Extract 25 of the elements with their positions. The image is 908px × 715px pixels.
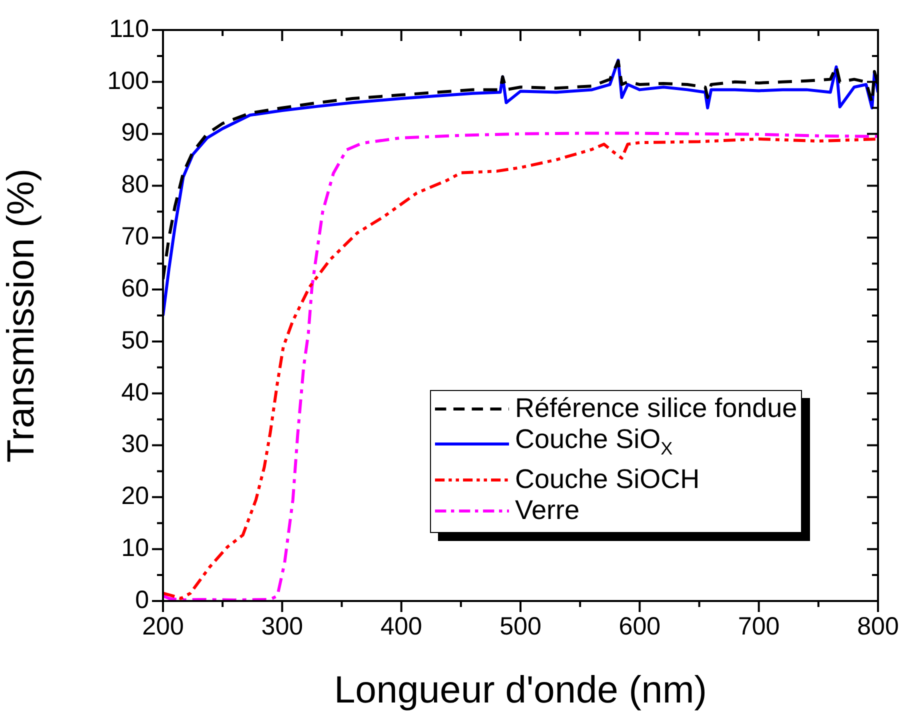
legend-label: Couche SiOCH	[515, 464, 700, 496]
y-tick-label: 100	[107, 66, 149, 95]
legend-label: Verre	[515, 495, 580, 526]
y-tick-label: 10	[121, 534, 149, 562]
x-tick-label: 400	[380, 612, 422, 640]
y-tick-label: 40	[121, 378, 149, 406]
y-tick-label: 90	[121, 118, 149, 147]
legend-label: Couche SiO$_{X}$	[515, 424, 673, 460]
x-tick-label: 700	[738, 612, 780, 640]
x-tick-label: 800	[857, 612, 899, 640]
y-tick-label: 110	[109, 14, 149, 43]
y-tick-label: 60	[121, 274, 149, 302]
x-axis-title: Longueur d'onde (nm)	[334, 670, 707, 712]
y-tick-label: 0	[135, 586, 149, 614]
legend-label: Référence silice fondue	[515, 393, 798, 424]
y-tick-label: 50	[121, 326, 149, 354]
y-axis-title: Transmission (%)	[0, 168, 42, 463]
y-tick-label: 80	[121, 170, 149, 199]
x-tick-label: 300	[261, 612, 304, 640]
y-tick-label: 30	[121, 430, 149, 458]
x-tick-label: 500	[500, 612, 542, 640]
x-tick-label: 600	[618, 612, 661, 640]
y-tick-label: 20	[121, 482, 149, 510]
y-tick-label: 70	[121, 222, 149, 251]
x-tick-label: 200	[142, 612, 184, 640]
